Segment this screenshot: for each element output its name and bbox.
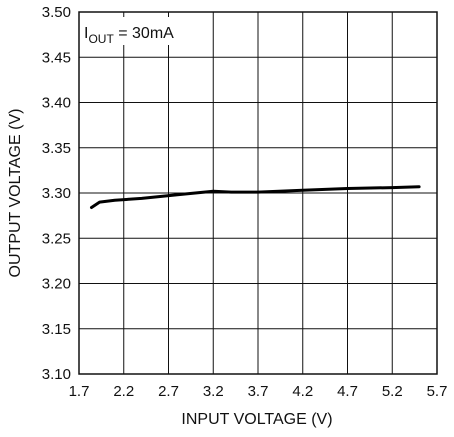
- y-tick-label: 3.20: [42, 276, 71, 293]
- x-tick-label: 5.2: [382, 383, 403, 400]
- y-tick-label: 3.35: [42, 140, 71, 157]
- y-tick-label: 3.50: [42, 4, 71, 21]
- x-tick-label: 2.2: [113, 383, 134, 400]
- x-tick-label: 5.7: [427, 383, 448, 400]
- x-tick-label: 1.7: [69, 383, 90, 400]
- x-tick-label: 3.7: [248, 383, 269, 400]
- annotation-text: IOUT = 30mA: [84, 25, 174, 46]
- x-tick-label: 2.7: [158, 383, 179, 400]
- y-tick-label: 3.45: [42, 49, 71, 66]
- y-tick-label: 3.25: [42, 230, 71, 247]
- y-tick-label: 3.15: [42, 321, 71, 338]
- series-layer: [90, 185, 421, 209]
- x-axis-title: INPUT VOLTAGE (V): [181, 411, 332, 428]
- annotation-background: [80, 17, 186, 45]
- series-line-1: [90, 185, 421, 209]
- y-tick-label: 3.10: [42, 366, 71, 383]
- x-tick-label: 4.2: [292, 383, 313, 400]
- y-tick-label: 3.40: [42, 95, 71, 112]
- x-tick-label: 3.2: [203, 383, 224, 400]
- y-axis-title: OUTPUT VOLTAGE (V): [7, 109, 24, 278]
- grid: [79, 12, 437, 374]
- x-tick-labels: 1.7 2.2 2.7 3.2 3.7 4.2 4.7 5.2 5.7: [69, 383, 448, 400]
- y-tick-label: 3.30: [42, 185, 71, 202]
- x-tick-label: 4.7: [337, 383, 358, 400]
- plot-frame: [78, 11, 438, 375]
- y-tick-labels: 3.50 3.45 3.40 3.35 3.30 3.25 3.20 3.15 3.10: [42, 4, 71, 383]
